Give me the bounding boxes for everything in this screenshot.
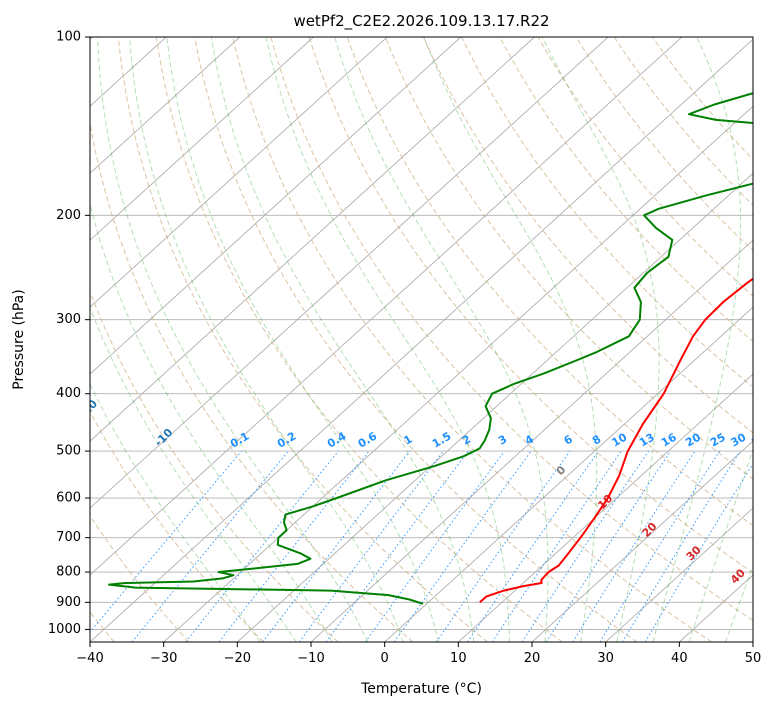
moist-adiabat <box>90 382 261 642</box>
mixing-ratio-line <box>467 450 599 642</box>
dry-adiabat <box>90 290 339 642</box>
isotherm-line <box>90 38 753 642</box>
x-tick-label: 50 <box>745 651 762 666</box>
y-tick-label: 300 <box>56 312 81 327</box>
mixing-ratio-line <box>545 450 672 642</box>
moist-adiabat <box>90 305 297 642</box>
x-axis-ticks: −40 −30 −20 −10 0 10 20 30 40 50 <box>76 642 761 666</box>
x-tick-label: 0 <box>381 651 389 666</box>
y-tick-label: 1000 <box>48 622 81 637</box>
isotherm-line <box>90 37 241 174</box>
y-axis-ticks: 1000 900 800 700 600 500 400 300 200 100 <box>48 30 90 637</box>
x-axis-label: Temperature (°C) <box>360 681 482 697</box>
sounding-line <box>108 92 753 605</box>
isotherm-line <box>752 641 753 642</box>
moist-adiabat <box>166 37 439 642</box>
x-tick-label: −20 <box>224 651 251 666</box>
moist-adiabat <box>688 447 753 642</box>
mixing-ratio-line <box>364 450 505 642</box>
x-tick-label: 20 <box>524 651 541 666</box>
moist-adiabat <box>423 37 598 642</box>
mixing-ratio-line <box>325 450 469 642</box>
x-tick-label: 10 <box>450 651 467 666</box>
dry-adiabat <box>90 120 414 642</box>
y-tick-label: 400 <box>56 386 81 401</box>
mixing-ratio-line <box>491 450 622 642</box>
moist-adiabat <box>90 202 333 642</box>
isotherm-line <box>90 37 535 442</box>
dry-adiabat-label: -20 <box>77 397 100 420</box>
y-axis-label: Pressure (hPa) <box>11 289 27 389</box>
y-tick-label: 500 <box>56 444 81 459</box>
isotherm-line <box>531 440 753 642</box>
moist-adiabat <box>265 37 510 642</box>
isotherm-line <box>605 507 753 642</box>
mixing-ratio-line <box>90 450 242 633</box>
y-tick-label: 800 <box>56 565 81 580</box>
moist-adiabat <box>210 37 475 642</box>
sounding-profiles <box>108 92 753 605</box>
dry-adiabat <box>575 37 753 252</box>
y-tick-label: 100 <box>56 30 81 45</box>
moist-adiabat <box>334 37 549 642</box>
y-tick-label: 900 <box>56 595 81 610</box>
mixing-ratio-line <box>393 450 532 642</box>
x-tick-label: −10 <box>297 651 324 666</box>
y-tick-label: 700 <box>56 530 81 545</box>
sounding-line <box>479 277 753 604</box>
dry-adiabat <box>499 37 753 343</box>
isotherm-line <box>90 37 683 576</box>
chart-title: wetPf2_C2E2.2026.109.13.17.R22 <box>293 12 549 31</box>
mixing-ratio-line <box>435 450 571 642</box>
isotherm-line <box>163 105 753 642</box>
moist-adiabat <box>652 37 741 642</box>
isotherm-line <box>384 306 753 642</box>
y-tick-label: 600 <box>56 491 81 506</box>
mixing-ratio-line <box>644 462 753 642</box>
dry-adiabat <box>270 37 753 622</box>
isotherm-line <box>237 172 753 642</box>
dry-adiabat <box>194 37 638 642</box>
x-tick-label: 40 <box>671 651 688 666</box>
mixing-ratio-line <box>521 450 650 642</box>
mixing-ratio-line <box>621 450 741 642</box>
x-tick-label: 30 <box>597 651 614 666</box>
moist-adiabat <box>725 564 753 642</box>
dry-adiabat <box>308 37 753 574</box>
dry-adiabat <box>117 37 488 642</box>
isotherm-line <box>90 37 462 375</box>
mixing-ratio-lines <box>90 450 753 642</box>
isotherm-line <box>90 37 609 509</box>
dry-adiabat <box>537 37 753 297</box>
isotherm-line <box>90 37 388 308</box>
dry-adiabat <box>651 37 753 161</box>
mixing-ratio-line <box>131 450 289 642</box>
mixing-ratio-label: 36 <box>749 430 769 449</box>
dry-adiabats <box>90 37 753 642</box>
dry-adiabat <box>461 37 753 388</box>
isotherm-line <box>90 37 314 241</box>
mixing-ratio-line <box>572 450 696 642</box>
dry-adiabat <box>232 37 712 642</box>
mixing-ratio-line <box>185 450 339 642</box>
dry-adiabat <box>423 37 753 434</box>
plot-frame <box>89 36 754 643</box>
dry-adiabat <box>90 514 190 642</box>
isotherm-line <box>458 373 753 642</box>
x-tick-label: −30 <box>150 651 177 666</box>
y-tick-label: 200 <box>56 208 81 223</box>
moist-adiabat <box>129 37 404 642</box>
mixing-ratio-line <box>298 450 444 642</box>
x-tick-label: −40 <box>76 651 103 666</box>
